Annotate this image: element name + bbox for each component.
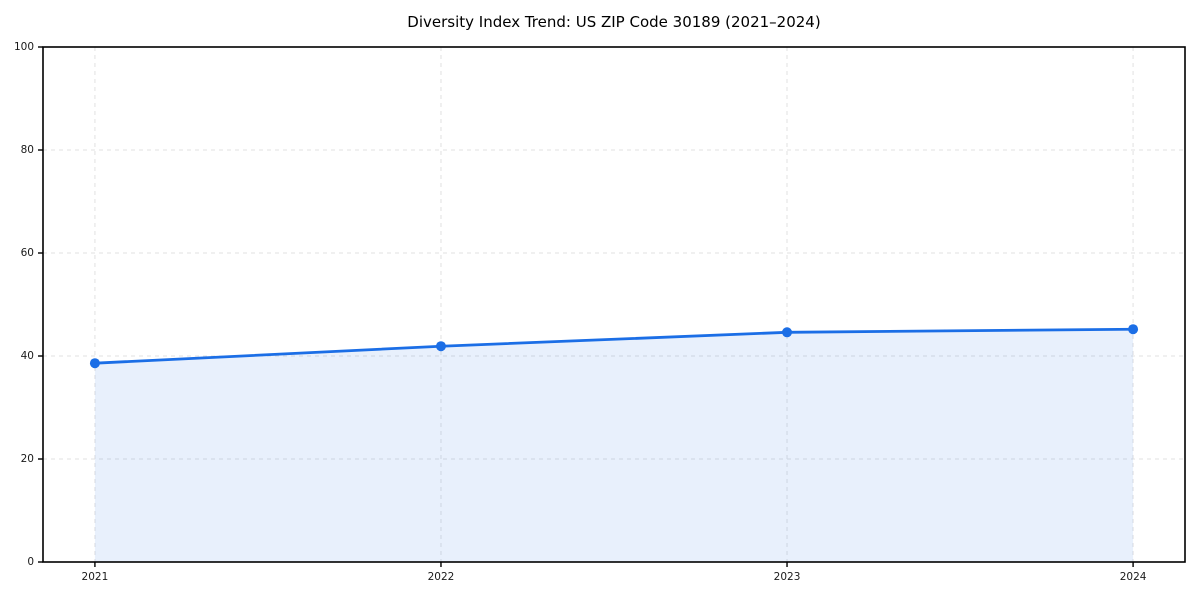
y-tick-label: 80	[21, 144, 34, 156]
x-tick-label: 2022	[428, 571, 455, 583]
data-point	[1128, 324, 1139, 335]
chart-title: Diversity Index Trend: US ZIP Code 30189…	[407, 13, 821, 31]
y-tick-label: 60	[21, 247, 34, 259]
x-tick-label: 2024	[1120, 571, 1147, 583]
data-point	[435, 341, 446, 352]
x-tick-label: 2023	[774, 571, 801, 583]
y-tick-label: 40	[21, 350, 34, 362]
y-tick-label: 0	[27, 556, 34, 568]
y-tick-label: 20	[21, 453, 34, 465]
plot-border	[42, 46, 1186, 563]
y-tick-label: 100	[14, 41, 34, 53]
x-tick-label: 2021	[82, 571, 109, 583]
area-fill	[94, 329, 1134, 562]
data-point	[782, 327, 793, 338]
trend-line	[93, 327, 1135, 365]
data-point	[89, 358, 100, 369]
